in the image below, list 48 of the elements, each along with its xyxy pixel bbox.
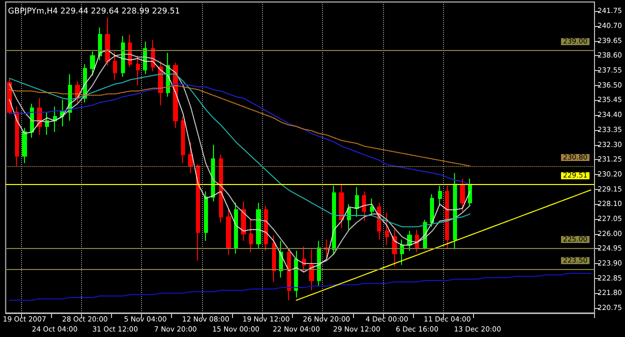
candlestick: [453, 172, 457, 250]
candlestick: [60, 99, 64, 127]
candlestick: [90, 50, 95, 76]
line-series: [8, 74, 470, 228]
candlestick: [468, 178, 472, 206]
candlestick: [136, 55, 140, 86]
line-series: [8, 83, 470, 185]
candlestick: [339, 184, 344, 229]
text: GBPJPYm,H4 229.44 229.64 228.99 229.51: [8, 6, 180, 16]
candlestick: [272, 234, 276, 282]
candlestick: [15, 106, 19, 166]
candlestick: [460, 178, 465, 212]
candlestick: [264, 205, 268, 252]
candlestick: [241, 200, 246, 242]
candlestick: [294, 250, 298, 298]
candlestick: [204, 190, 208, 242]
candlestick: [143, 41, 147, 75]
candlestick: [302, 246, 306, 273]
candlestick: [256, 202, 261, 248]
candlestick: [347, 204, 351, 230]
candlestick: [430, 194, 434, 228]
candlestick: [445, 185, 449, 248]
candlestick: [98, 26, 102, 60]
candlestick: [234, 202, 238, 254]
candlestick: [370, 198, 374, 216]
candlestick: [415, 229, 419, 253]
line-series: [8, 272, 592, 301]
candlestick: [385, 212, 389, 246]
candlestick: [362, 190, 366, 222]
candlestick: [188, 141, 193, 174]
candlestick: [400, 238, 404, 266]
candlestick: [53, 106, 57, 133]
candlestick: [219, 154, 223, 224]
candlestick: [332, 185, 336, 256]
candlestick: [22, 127, 27, 164]
line-series: [296, 190, 592, 301]
candlestick: [287, 247, 291, 301]
candlestick: [105, 17, 110, 66]
candlestick: [226, 208, 231, 256]
candlestick: [196, 164, 200, 262]
candlestick: [309, 248, 314, 291]
candlestick: [45, 112, 49, 136]
candlestick: [249, 219, 253, 253]
line-series: [8, 84, 470, 166]
candlestick: [438, 185, 442, 206]
candlestick: [355, 186, 359, 218]
candlestick: [113, 50, 117, 80]
candlestick: [181, 116, 185, 164]
